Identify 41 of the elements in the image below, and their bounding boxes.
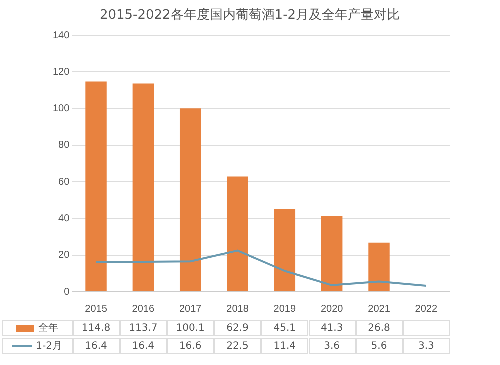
data-label: 114.8 (72, 320, 120, 336)
data-label: 3.6 (308, 338, 356, 354)
data-label: 16.4 (72, 338, 120, 354)
x-tick-label: 2016 (132, 304, 155, 315)
x-tick-label: 2018 (226, 304, 250, 315)
y-tick-label: 20 (58, 250, 70, 262)
x-tick-label: 2017 (179, 304, 202, 315)
data-label: 41.3 (308, 320, 356, 336)
bar (368, 242, 390, 292)
y-tick-label: 40 (58, 213, 70, 224)
y-tick-label: 100 (52, 104, 70, 115)
data-label: 113.7 (120, 320, 167, 336)
x-tick-label: 2015 (85, 304, 108, 315)
y-tick-label: 80 (58, 140, 70, 152)
data-label: 22.5 (214, 338, 262, 354)
bar (86, 82, 107, 292)
legend-label: 全年 (2, 320, 73, 336)
legend-label: 1-2月 (2, 338, 73, 354)
data-label: 62.9 (214, 320, 262, 336)
bar (227, 176, 248, 292)
bar (132, 84, 154, 292)
data-label: 5.6 (356, 338, 403, 354)
bar (274, 209, 296, 292)
data-label: 11.4 (261, 338, 308, 354)
x-tick-label: 2020 (320, 304, 344, 315)
x-tick-label: 2019 (274, 304, 296, 315)
data-label: 16.4 (120, 338, 167, 354)
data-label: 3.3 (402, 338, 450, 354)
data-label: 100.1 (167, 320, 214, 336)
x-tick-label: 2022 (415, 304, 438, 315)
x-tick-label: 2021 (368, 304, 391, 315)
bar (180, 108, 202, 292)
data-label: 26.8 (356, 320, 403, 336)
y-tick-label: 0 (64, 286, 70, 298)
bar (321, 216, 343, 292)
y-tick-label: 120 (52, 66, 70, 78)
data-label: 45.1 (261, 320, 308, 336)
y-tick-label: 60 (58, 176, 70, 188)
data-label: 16.6 (167, 338, 214, 354)
y-tick-label: 140 (52, 30, 70, 42)
chart-title: 2015-2022各年度国内葡萄酒1-2月及全年产量对比 (100, 7, 400, 24)
